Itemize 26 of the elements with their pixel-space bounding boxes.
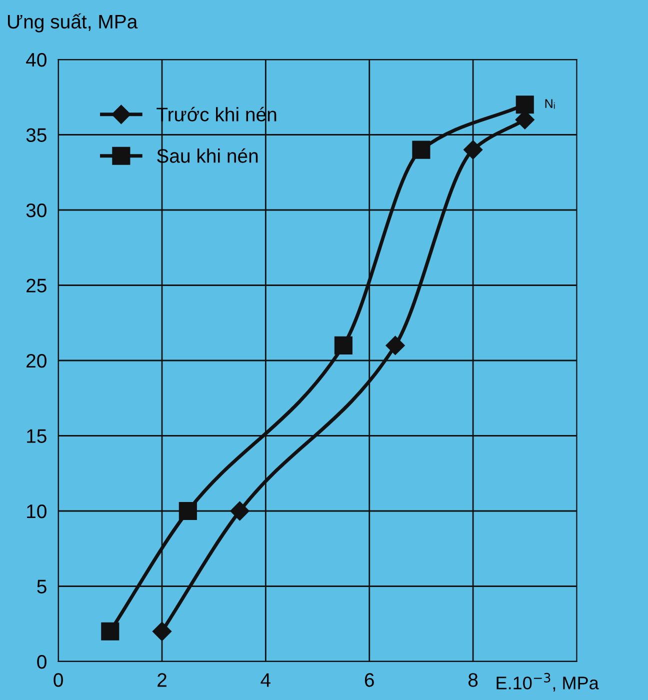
x-tick-label: 4 [260,673,271,687]
point [334,336,352,354]
point [464,140,483,160]
y-tick-label: 0 [37,654,46,669]
y-tick-label: 20 [26,354,46,368]
y-axis-title: Ưng suất, MPa [8,13,138,32]
point [230,501,250,521]
y-tick-label: 10 [27,504,46,518]
point [412,140,430,159]
point [152,622,172,641]
x-axis-title: E.10$^{−3}$, MPa [496,672,599,692]
point [516,96,534,114]
point [101,622,120,640]
y-tick-label: 5 [37,580,46,594]
x-tick-label: 6 [364,673,374,687]
y-tick-label: 25 [26,278,46,292]
point [386,336,405,355]
x-tick-label: 8 [468,673,478,687]
x-tick-label: 0 [54,673,63,687]
x-tick-label: 2 [158,673,166,687]
y-tick-label: 35 [26,128,46,142]
y-tick-label: 15 [27,429,46,443]
point [178,502,197,520]
annotation: Nᵢ [545,99,555,109]
y-tick-label: 30 [26,203,46,218]
y-tick-label: 40 [26,52,46,67]
